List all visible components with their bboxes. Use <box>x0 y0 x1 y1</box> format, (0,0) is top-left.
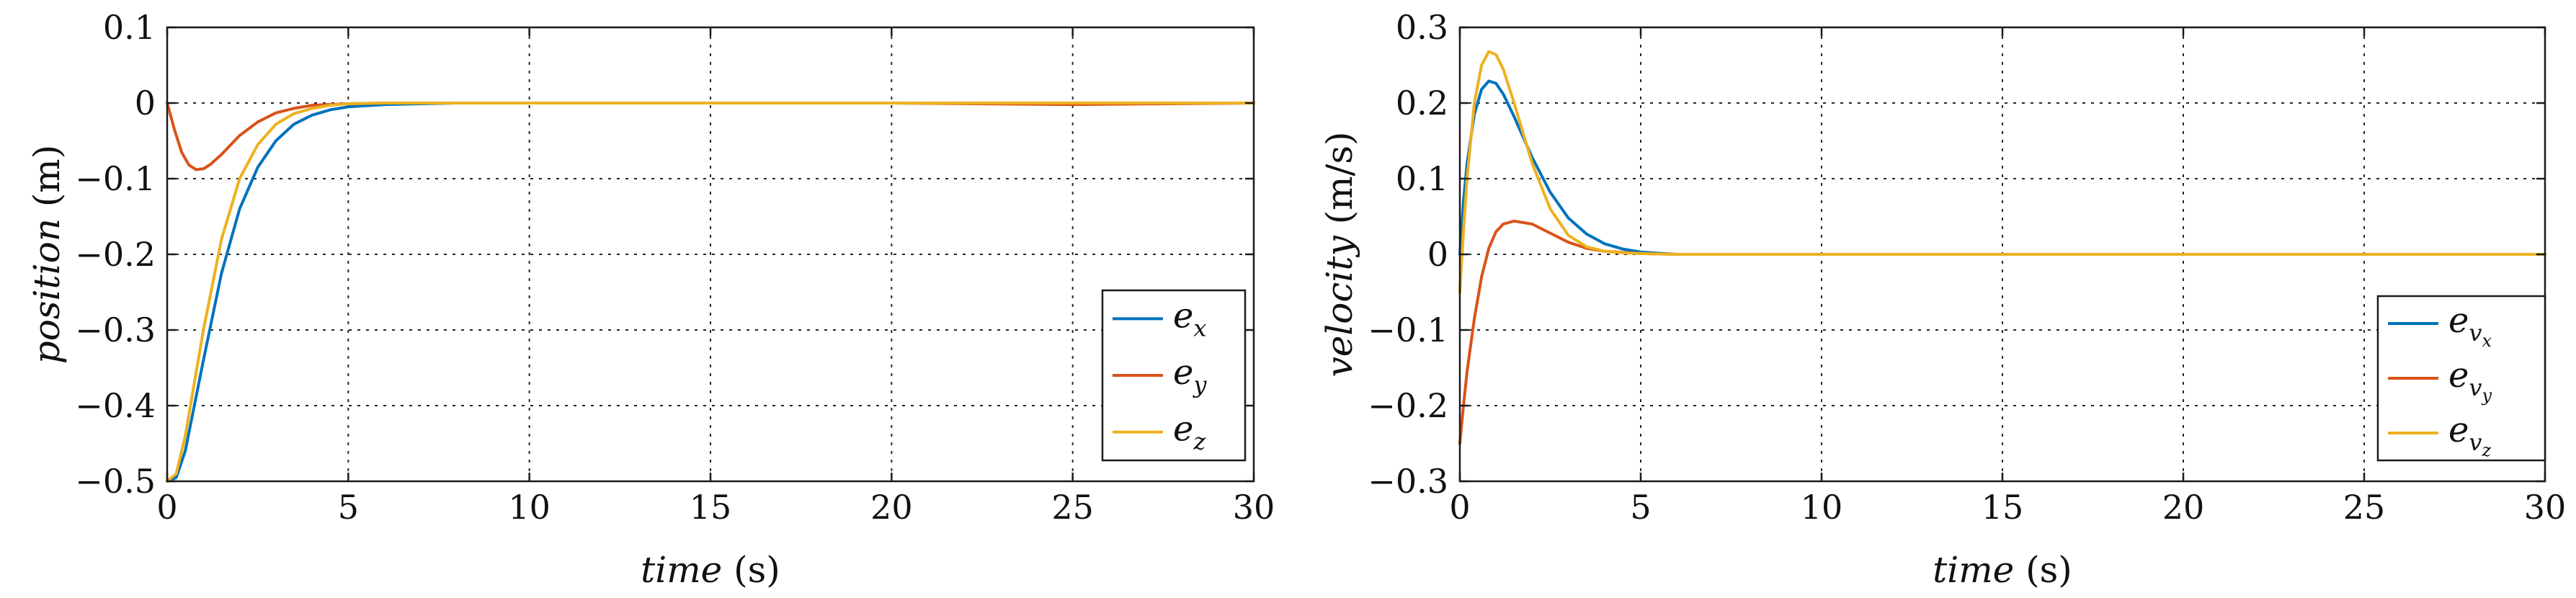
x-tick-label: 5 <box>338 488 359 527</box>
legend-symbol: e <box>2448 355 2469 396</box>
x-tick-label: 10 <box>508 488 551 527</box>
y-tick-label: −0.2 <box>75 235 156 274</box>
legend-subsubscript: x <box>2482 331 2492 351</box>
legend-subsubscript: z <box>2481 440 2491 460</box>
y-axis-label-unit: (m/s) <box>1319 131 1360 236</box>
legend-symbol: e <box>2448 410 2469 450</box>
legend-subscript: v <box>2469 319 2482 347</box>
y-tick-label: 0.1 <box>103 8 156 47</box>
x-tick-label: 0 <box>1449 488 1470 527</box>
series-group <box>1458 50 2546 445</box>
y-axis-label-variable: velocity <box>1319 236 1360 378</box>
x-tick-label: 5 <box>1630 488 1651 527</box>
x-tick-label: 0 <box>156 488 177 527</box>
y-tick-label: −0.3 <box>75 311 156 349</box>
x-tick-label: 30 <box>1233 488 1275 527</box>
x-tick-label: 10 <box>1801 488 1843 527</box>
y-axis-label-unit: (m) <box>26 145 68 218</box>
legend-entry: evz <box>2448 410 2491 460</box>
y-tick-label: 0.3 <box>1396 8 1448 47</box>
y-tick-label: 0.2 <box>1396 84 1448 122</box>
legend-symbol: e <box>1173 352 1193 393</box>
x-tick-label: 15 <box>690 488 732 527</box>
x-tick-label: 20 <box>2162 488 2205 527</box>
legend-subscript: x <box>1193 314 1206 342</box>
x-tick-label: 25 <box>2343 488 2386 527</box>
y-tick-label: −0.5 <box>75 462 156 501</box>
legend-symbol: e <box>1173 295 1193 336</box>
y-axis-label-variable: position <box>26 218 68 364</box>
series-line-z <box>166 102 1255 483</box>
x-axis-label-variable: time <box>1933 549 2014 591</box>
legend-subscript: v <box>2469 429 2482 456</box>
y-tick-label: −0.2 <box>1368 386 1448 425</box>
legend-subscript: v <box>2469 374 2482 401</box>
legend-subscript: y <box>1192 371 1207 398</box>
x-tick-label: 20 <box>870 488 913 527</box>
y-tick-label: 0 <box>1427 235 1448 274</box>
legend-subscript: z <box>1193 428 1206 455</box>
series-line-v-z <box>1458 50 2546 294</box>
x-axis-label-unit: (s) <box>2014 549 2072 591</box>
legend-symbol: e <box>2448 300 2469 341</box>
y-tick-label: −0.4 <box>75 386 156 425</box>
legend-entry: ex <box>1173 295 1206 342</box>
x-axis-label: time (s) <box>641 549 780 591</box>
legend-entry: ez <box>1173 409 1206 455</box>
grid <box>167 27 1254 481</box>
series-group <box>166 102 1255 483</box>
legend-entry: evx <box>2448 300 2492 351</box>
legend-entry: ey <box>1173 352 1207 398</box>
x-axis-label: time (s) <box>1933 549 2072 591</box>
y-tick-label: −0.1 <box>75 159 156 198</box>
y-tick-label: −0.3 <box>1368 462 1448 501</box>
x-tick-label: 30 <box>2524 488 2567 527</box>
y-tick-label: −0.1 <box>1368 311 1448 349</box>
x-axis-label-unit: (s) <box>722 549 780 591</box>
y-axis-label: velocity (m/s) <box>1319 131 1360 377</box>
x-tick-label: 15 <box>1982 488 2024 527</box>
x-tick-label: 25 <box>1051 488 1094 527</box>
x-axis-label-variable: time <box>641 549 722 591</box>
velocity-error-chart: 0 5 10 15 20 25 30 0.3 0.2 0.1 0 −0.1 −0.2 −0.3 time (… <box>1319 8 2566 591</box>
position-error-chart: 0 5 10 15 20 25 30 0.1 0 −0.1 −0.2 −0.3 −0.4 −0.5 time… <box>26 8 1275 591</box>
legend-subsubscript: y <box>2481 385 2492 406</box>
tick-marks <box>1458 26 2546 483</box>
y-tick-label: 0 <box>135 84 156 122</box>
y-axis-label: position (m) <box>26 145 68 364</box>
y-tick-label: 0.1 <box>1396 159 1448 198</box>
tick-marks <box>166 26 1255 483</box>
legend-symbol: e <box>1173 409 1193 450</box>
legend-entry: evy <box>2448 355 2492 406</box>
